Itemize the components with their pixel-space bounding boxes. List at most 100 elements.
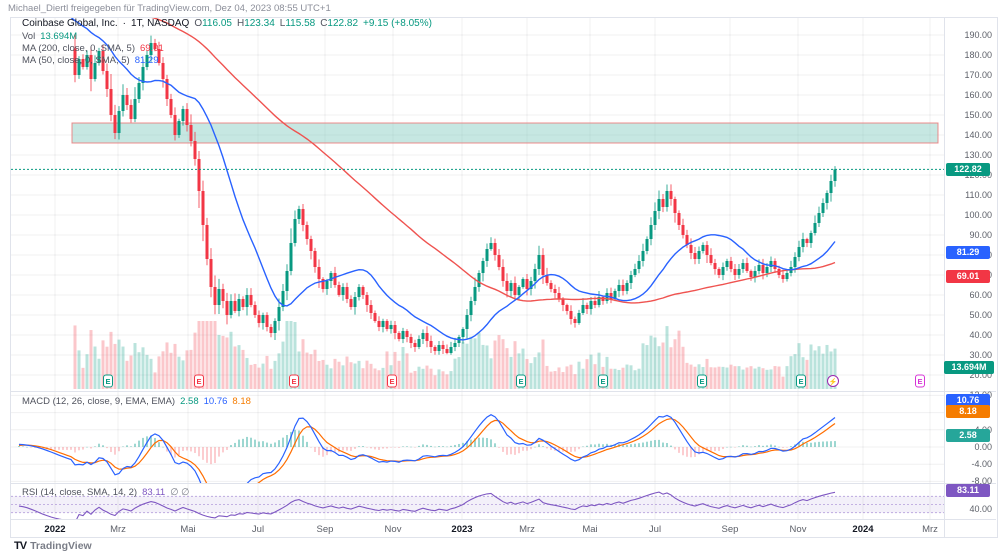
time-axis-label[interactable]: Mrz [110,524,126,535]
macd-hist-value: 2.58 [180,396,199,407]
time-axis-label[interactable]: 2022 [44,524,66,535]
time-axis-label[interactable]: Jul [648,524,662,535]
price-axis-label: 180.00 [964,50,992,60]
price-axis-label: 50.00 [969,310,992,320]
ohlc-low: L 115.58 [280,18,315,29]
price-axis-label: 30.00 [969,350,992,360]
open-label: O [194,18,203,29]
tradingview-logo-text: TradingView [30,540,92,552]
earnings-marker-down[interactable]: E [387,374,397,388]
ma50-line [68,17,836,341]
close-label: C [320,18,328,29]
time-axis-label[interactable]: Mrz [922,524,938,535]
high-value: 123.34 [244,18,275,29]
candlesticks [73,33,837,355]
earnings-letter-icon: E [917,377,922,386]
earnings-letter-icon: E [105,377,110,386]
volume-label: Vol [22,31,36,42]
axis-badge: 69.01 [946,270,990,284]
rsi-line [18,491,836,519]
rsi-value: 83.11 [142,487,166,498]
earnings-letter-icon: E [798,377,803,386]
ma200-line [147,17,836,304]
time-axis-label[interactable]: 2023 [451,524,473,535]
earnings-marker-up[interactable]: E [103,374,113,388]
earnings-marker-down[interactable]: E [194,374,204,388]
price-axis-label: 130.00 [964,150,992,160]
high-label: H [236,18,245,29]
volume-value: 13.694M [40,31,78,42]
earnings-marker-flash[interactable]: ⚡ [827,375,839,387]
time-axis-label[interactable]: Mai [180,524,196,535]
macd-line [18,414,836,483]
rsi-extra: ∅ ∅ [170,487,190,498]
price-axis-label: 100.00 [964,210,992,220]
earnings-marker-up[interactable]: E [796,374,806,388]
time-axis-label[interactable]: Nov [384,524,402,535]
earnings-marker-up[interactable]: E [598,374,608,388]
time-axis-label[interactable]: Sep [721,524,739,535]
ma50-value: 81.29 [134,55,159,66]
macd-axis-label: -8.00 [971,476,992,487]
symbol-separator: · [122,18,126,29]
macd-axis-label: -4.00 [971,459,992,470]
symbol-interval-exchange: 1T, NASDAQ [130,18,190,29]
flash-icon: ⚡ [829,377,838,386]
symbol-title: Coinbase Global, Inc. [22,18,118,29]
axis-badge: 83.11 [946,484,990,498]
supply-zone-drawing[interactable] [71,122,939,144]
earnings-letter-icon: E [389,377,394,386]
price-axis-label: 170.00 [964,70,992,80]
ma200-legend[interactable]: MA (200, close, 0, SMA, 5) 69.01 [22,43,164,54]
time-axis-label[interactable]: Mai [582,524,598,535]
ohlc-high: H 123.34 [237,18,275,29]
price-axis-label: 90.00 [969,230,992,240]
ma200-label: MA (200, close, 0, SMA, 5) [22,43,135,54]
axis-badge: 13.694M [944,360,994,374]
ma200-value: 69.01 [140,43,164,54]
macd-histogram [18,429,836,465]
earnings-marker-up[interactable]: E [516,374,526,388]
axis-badge: 10.76 [946,394,990,408]
price-axis-label: 20.00 [969,370,992,380]
time-axis-label[interactable]: Mrz [519,524,535,535]
open-value: 116.05 [202,18,232,29]
price-axis-label: 140.00 [964,130,992,140]
macd-signal-line [18,418,836,483]
macd-legend[interactable]: MACD (12, 26, close, 9, EMA, EMA) 2.58 1… [22,396,251,407]
rsi-axis-label: 40.00 [969,503,992,514]
time-axis-label[interactable]: 2024 [852,524,874,535]
price-axis-label: 160.00 [964,90,992,100]
ohlc-open: O 116.05 [194,18,232,29]
symbol-legend[interactable]: Coinbase Global, Inc. · 1T, NASDAQ O 116.… [22,18,432,29]
axis-badge: 81.29 [946,245,990,259]
change-value: +9.15 (+8.05%) [363,18,432,29]
attribution-text: Michael_Diertl freigegeben für TradingVi… [8,3,331,14]
earnings-letter-icon: E [291,377,296,386]
earnings-letter-icon: E [518,377,523,386]
rsi-label: RSI (14, close, SMA, 14, 2) [22,487,138,498]
volume-legend[interactable]: Vol 13.694M [22,31,77,42]
time-axis-label[interactable]: Sep [316,524,334,535]
axis-badge: 122.82 [946,162,990,176]
ma50-legend[interactable]: MA (50, close, 0, SMA, 5) 81.29 [22,55,159,66]
time-axis-label[interactable]: Jul [251,524,265,535]
earnings-letter-icon: E [600,377,605,386]
earnings-marker-up[interactable]: E [697,374,707,388]
earnings-marker-down[interactable]: E [289,374,299,388]
earnings-marker-future[interactable]: E [915,374,925,388]
volume-bars [73,321,837,389]
rsi-legend[interactable]: RSI (14, close, SMA, 14, 2) 83.11 ∅ ∅ [22,487,189,498]
earnings-letter-icon: E [196,377,201,386]
low-label: L [279,18,286,29]
macd-line-value: 10.76 [203,396,228,407]
time-axis-label[interactable]: Nov [789,524,807,535]
price-axis-label: 60.00 [969,290,992,300]
macd-signal-value: 8.18 [232,396,251,407]
ohlc-close: C 122.82 [320,18,358,29]
macd-axis-label: 0.00 [974,442,992,452]
tradingview-logo-mark: TV [14,540,27,552]
price-axis-label: 150.00 [964,110,992,120]
